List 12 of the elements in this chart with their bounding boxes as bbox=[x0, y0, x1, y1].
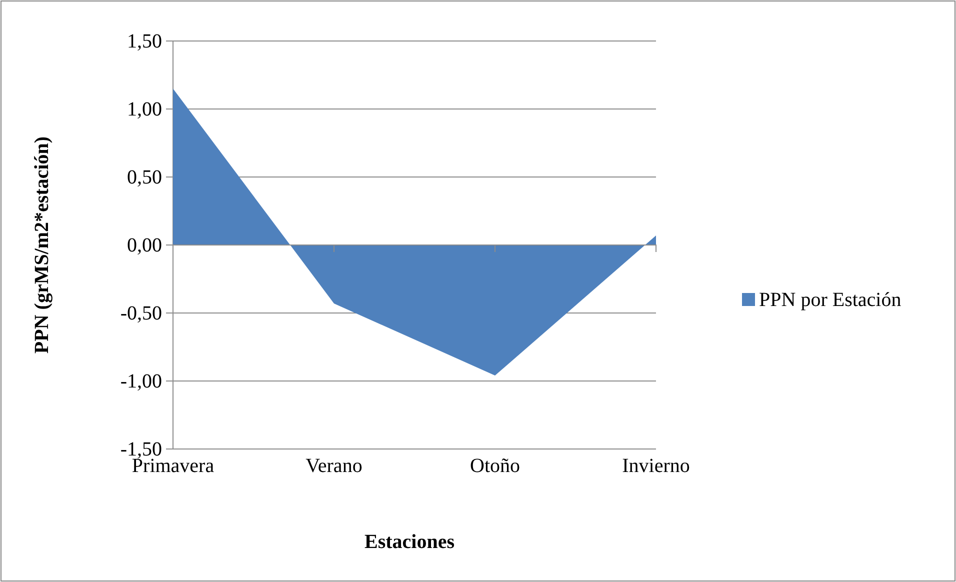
y-axis-title: PPN (grMS/m2*estación) bbox=[31, 136, 53, 354]
x-tick-label: Otoño bbox=[470, 455, 520, 477]
x-axis-title: Estaciones bbox=[364, 531, 455, 553]
y-tick-label: 1,00 bbox=[127, 98, 162, 120]
y-tick-label: 0,50 bbox=[127, 166, 162, 188]
y-tick-label: 0,00 bbox=[127, 234, 162, 256]
x-tick-label: Verano bbox=[306, 455, 362, 477]
y-tick-label: -0,50 bbox=[120, 302, 162, 324]
legend-label: PPN por Estación bbox=[759, 289, 902, 311]
x-tick-label: Invierno bbox=[622, 455, 690, 477]
y-tick-label: -1,00 bbox=[120, 370, 162, 392]
y-tick-label: 1,50 bbox=[127, 30, 162, 52]
